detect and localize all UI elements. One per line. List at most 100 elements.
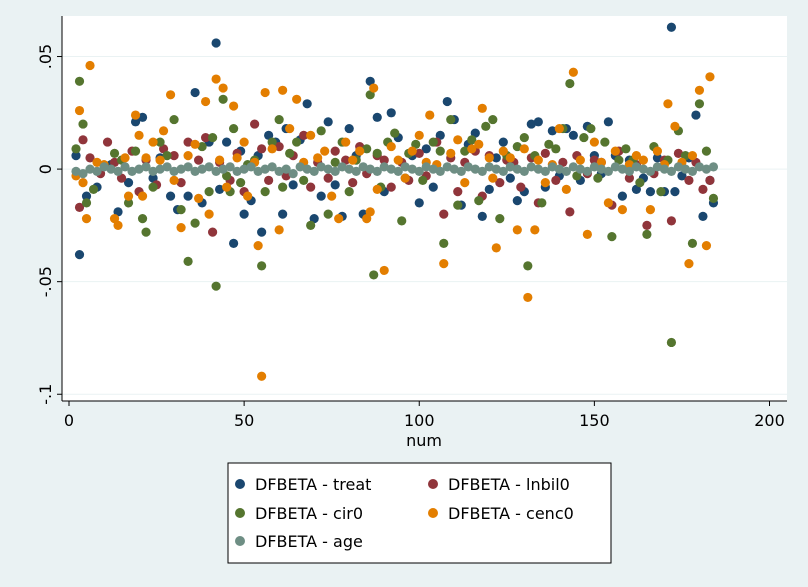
- data-point-age: [99, 162, 109, 172]
- data-point-lnbil0: [453, 187, 463, 197]
- data-point-age: [162, 162, 172, 172]
- data-point-cenc0: [134, 130, 144, 140]
- data-point-treat: [652, 153, 663, 163]
- legend-label-treat: DFBETA - treat: [255, 475, 371, 494]
- data-point-age: [211, 166, 221, 176]
- data-point-cir0: [162, 150, 172, 161]
- data-point-lnbil0: [299, 130, 309, 140]
- data-point-cenc0: [701, 241, 712, 251]
- data-point-lnbil0: [176, 178, 186, 188]
- data-point-cenc0: [596, 157, 606, 167]
- data-point-cir0: [537, 198, 547, 208]
- data-point-cir0: [74, 76, 85, 86]
- data-point-cir0: [460, 146, 470, 156]
- data-point-age: [309, 166, 319, 176]
- data-point-age: [330, 166, 340, 176]
- data-point-age: [505, 162, 515, 172]
- data-point-age: [526, 162, 536, 172]
- data-point-treat: [631, 184, 641, 194]
- series-cenc0: [71, 60, 715, 381]
- data-point-age: [414, 166, 424, 176]
- data-point-age: [197, 164, 207, 174]
- data-point-treat: [137, 112, 148, 122]
- data-point-cir0: [428, 137, 438, 147]
- data-point-age: [155, 164, 165, 174]
- data-point-lnbil0: [540, 148, 550, 158]
- data-point-cir0: [109, 148, 120, 158]
- data-point-lnbil0: [495, 178, 505, 188]
- data-point-age: [379, 162, 389, 172]
- data-point-cir0: [694, 99, 705, 109]
- data-point-cenc0: [109, 214, 120, 224]
- data-point-treat: [435, 130, 445, 140]
- data-point-cir0: [488, 114, 498, 125]
- data-point-age: [582, 166, 592, 176]
- data-point-cir0: [593, 173, 603, 183]
- data-point-treat: [309, 214, 319, 224]
- data-point-treat: [211, 38, 221, 48]
- data-point-treat: [183, 191, 193, 201]
- data-point-cenc0: [260, 87, 270, 98]
- data-point-age: [533, 164, 543, 174]
- data-point-lnbil0: [379, 155, 389, 165]
- data-point-cir0: [551, 144, 561, 154]
- data-point-cenc0: [306, 130, 316, 140]
- data-point-age: [323, 164, 333, 174]
- data-point-cenc0: [204, 209, 214, 219]
- data-point-treat: [81, 191, 92, 201]
- data-point-lnbil0: [116, 173, 127, 183]
- legend-label-cir0: DFBETA - cir0: [255, 504, 363, 523]
- data-point-age: [617, 164, 627, 174]
- legend-marker-age: [235, 536, 245, 546]
- data-point-treat: [71, 150, 81, 161]
- data-point-treat: [666, 22, 677, 32]
- data-point-age: [190, 166, 200, 176]
- data-point-age: [253, 166, 263, 176]
- x-tick-label: 0: [64, 411, 74, 430]
- data-point-cenc0: [519, 144, 529, 154]
- legend-label-age: DFBETA - age: [255, 532, 363, 551]
- data-point-cenc0: [684, 259, 694, 269]
- data-point-cenc0: [327, 191, 337, 201]
- data-point-lnbil0: [558, 157, 568, 167]
- data-point-treat: [603, 117, 613, 127]
- data-point-cenc0: [631, 150, 641, 161]
- data-point-lnbil0: [323, 173, 333, 183]
- data-points: [71, 22, 719, 381]
- data-point-cir0: [519, 132, 529, 143]
- data-point-lnbil0: [705, 175, 715, 185]
- data-point-treat: [470, 128, 480, 138]
- data-point-age: [204, 162, 214, 172]
- data-point-cir0: [267, 137, 277, 147]
- data-point-lnbil0: [158, 144, 169, 154]
- data-point-cir0: [316, 126, 326, 136]
- data-point-cenc0: [81, 214, 92, 224]
- data-point-age: [351, 166, 361, 176]
- data-point-treat: [568, 130, 578, 140]
- data-point-cenc0: [292, 94, 302, 104]
- data-point-cir0: [141, 227, 151, 237]
- data-point-cir0: [397, 216, 407, 226]
- data-point-age: [575, 164, 585, 174]
- data-point-cenc0: [362, 214, 372, 224]
- legend-marker-treat: [235, 479, 245, 489]
- data-point-age: [687, 166, 698, 176]
- data-point-lnbil0: [624, 173, 634, 183]
- data-point-treat: [148, 173, 158, 183]
- data-point-cenc0: [530, 225, 540, 235]
- data-point-treat: [484, 184, 494, 194]
- data-point-cenc0: [498, 146, 508, 156]
- data-point-cir0: [369, 270, 379, 280]
- data-point-age: [267, 162, 277, 172]
- x-axis-ticks: 0 50 100 150 200: [64, 401, 785, 430]
- data-point-age: [400, 162, 410, 172]
- data-point-cenc0: [123, 191, 134, 201]
- data-point-treat: [257, 227, 267, 237]
- data-point-cenc0: [278, 85, 288, 95]
- data-point-cenc0: [505, 153, 515, 163]
- data-point-treat: [372, 112, 382, 122]
- data-point-cenc0: [425, 110, 435, 120]
- data-point-cir0: [439, 238, 449, 248]
- data-point-cenc0: [652, 146, 663, 156]
- data-point-lnbil0: [78, 135, 88, 145]
